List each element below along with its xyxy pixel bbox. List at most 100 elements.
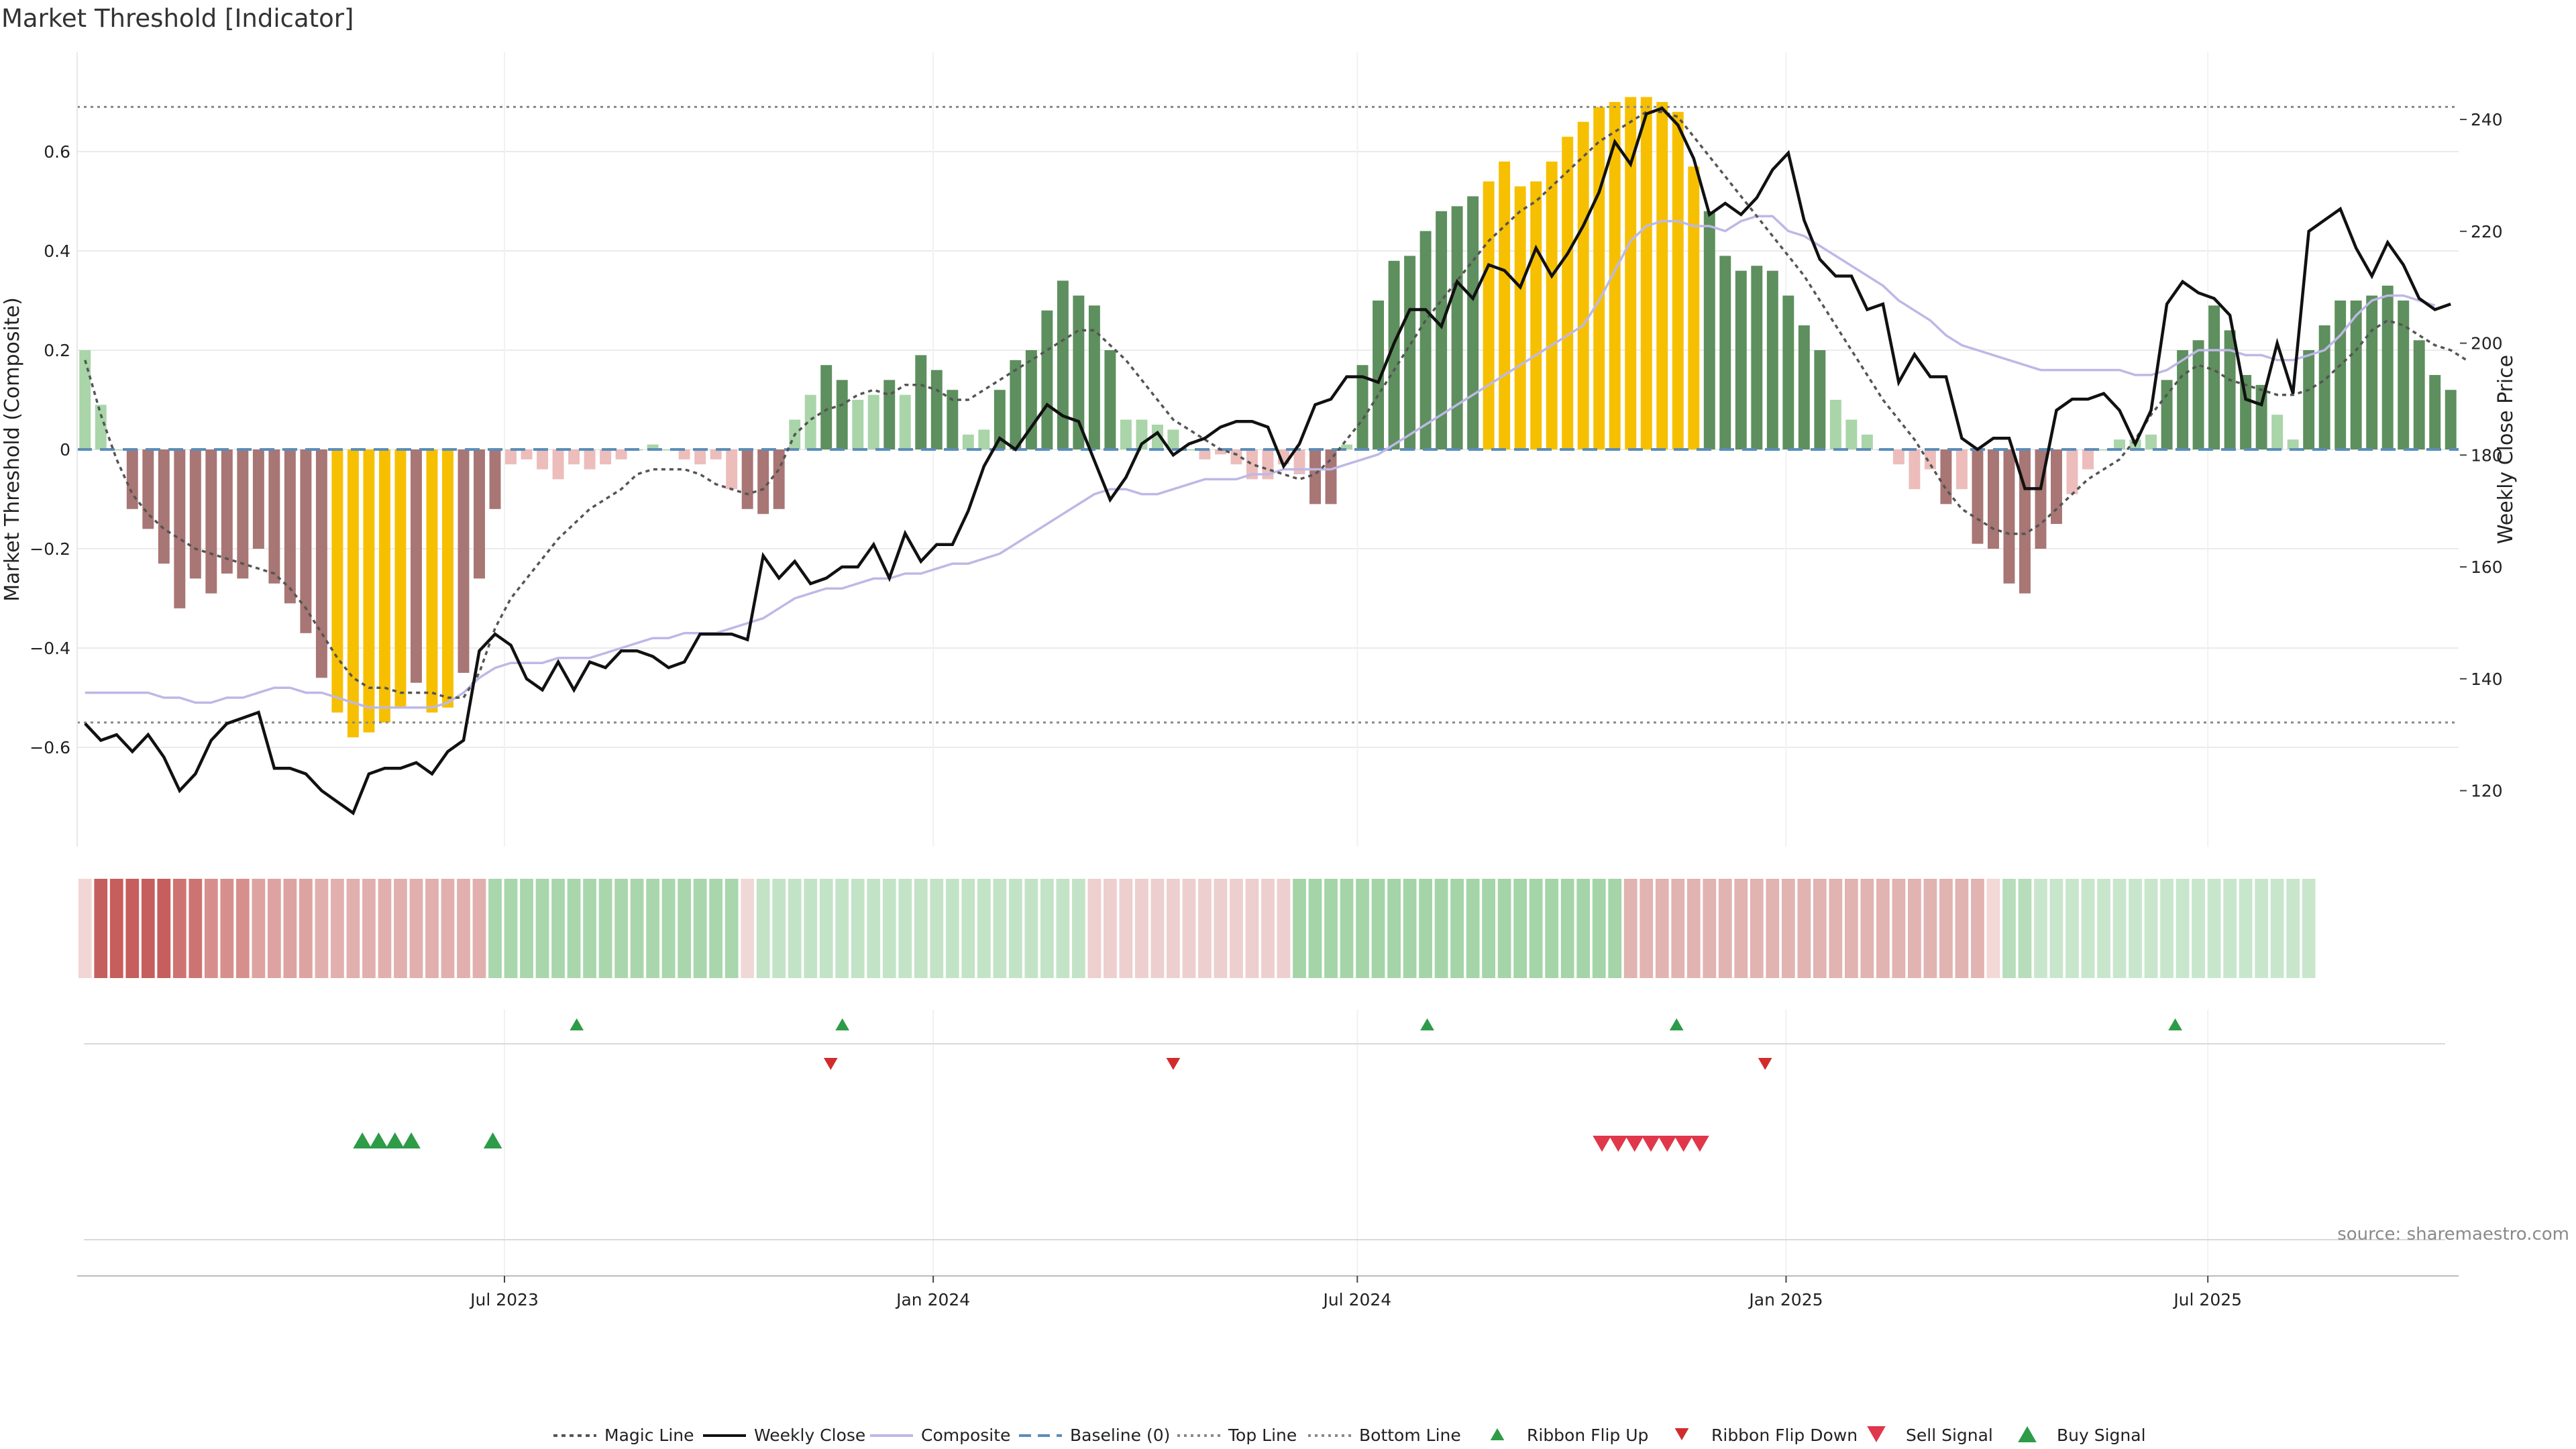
ribbon-cell: [1955, 879, 1969, 978]
composite-bar: [1356, 365, 1368, 449]
composite-bar: [2271, 415, 2284, 449]
ribbon-cell: [2034, 879, 2047, 978]
y2-tick-label: 180: [2471, 445, 2503, 465]
ribbon-cell: [2207, 879, 2221, 978]
ribbon-strip: [78, 879, 2316, 978]
ribbon-cell: [614, 879, 628, 978]
ribbon-cell: [1640, 879, 1654, 978]
composite-bar: [2003, 449, 2015, 584]
composite-bar: [1041, 310, 1053, 449]
ribbon-cell: [1087, 879, 1102, 978]
composite-bar: [1215, 449, 1226, 455]
composite-bar: [2114, 439, 2125, 449]
y2-tick-label: 220: [2471, 222, 2503, 241]
ribbon-cell: [1198, 879, 1212, 978]
ribbon-cell: [945, 879, 959, 978]
ribbon-cell: [1261, 879, 1275, 978]
composite-bar: [1373, 301, 1385, 449]
ribbon-cell: [189, 879, 203, 978]
ribbon-cell: [2255, 879, 2268, 978]
composite-bar: [1577, 121, 1589, 449]
ribbon-cell: [283, 879, 297, 978]
ribbon-cell: [2129, 879, 2142, 978]
composite-bar: [378, 449, 390, 722]
y2-tick-label: 140: [2471, 669, 2503, 689]
ribbon-cell: [315, 879, 329, 978]
y-tick-label: −0.6: [30, 738, 70, 757]
ribbon-flip-down-marker: [823, 1058, 838, 1070]
composite-bar: [489, 449, 501, 509]
composite-bar: [1120, 419, 1132, 449]
composite-bar: [268, 449, 280, 584]
ribbon-cell: [157, 879, 171, 978]
ribbon-cell: [2270, 879, 2284, 978]
composite-bar: [284, 449, 296, 604]
y-tick-label: 0.6: [44, 142, 70, 162]
ribbon-cell: [914, 879, 928, 978]
ribbon-cell: [1750, 879, 1764, 978]
composite-bar: [1419, 231, 1432, 449]
ribbon-cell: [567, 879, 581, 978]
ribbon-cell: [1119, 879, 1133, 978]
ribbon-cell: [1923, 879, 1937, 978]
composite-bar: [1183, 449, 1195, 451]
legend-label: Baseline (0): [1070, 1426, 1170, 1445]
composite-bar: [678, 449, 690, 460]
sell-signal-marker: [1658, 1136, 1677, 1152]
composite-bar: [174, 449, 186, 608]
ribbon-cell: [2286, 879, 2300, 978]
ribbon-flip-up-marker: [835, 1018, 850, 1030]
y-tick-label: 0.2: [44, 341, 70, 360]
composite-line: [85, 215, 2436, 709]
composite-bar: [2145, 434, 2157, 449]
ribbon-cell: [2302, 879, 2316, 978]
composite-bar: [1293, 449, 1305, 474]
composite-bar: [331, 449, 343, 713]
ribbon-cell: [457, 879, 470, 978]
composite-bar: [521, 449, 533, 460]
legend-label: Composite: [921, 1426, 1010, 1445]
ribbon-cell: [1686, 879, 1701, 978]
composite-bar: [615, 449, 627, 460]
ribbon-cell: [1167, 879, 1180, 978]
composite-bar: [899, 394, 911, 449]
ribbon-cell: [646, 879, 659, 978]
composite-bars: [79, 97, 2457, 738]
ribbon-cell: [851, 879, 865, 978]
composite-bar: [1341, 444, 1353, 449]
ribbon-cell: [1293, 879, 1306, 978]
ribbon-cell: [1072, 879, 1085, 978]
composite-bar: [2350, 301, 2362, 449]
composite-bar: [962, 434, 974, 449]
composite-bar: [1057, 280, 1069, 449]
ribbon-cell: [1434, 879, 1448, 978]
ribbon-cell: [1860, 879, 1874, 978]
composite-bar: [1814, 350, 1826, 449]
ribbon-flip-up-marker: [1669, 1018, 1684, 1030]
legend-label: Ribbon Flip Up: [1527, 1426, 1648, 1445]
composite-bar: [111, 449, 123, 451]
x-tick-label: Jan 2025: [1748, 1290, 1823, 1309]
ribbon-cell: [331, 879, 344, 978]
composite-bar: [1625, 97, 1637, 450]
ribbon-cell: [2002, 879, 2016, 978]
ribbon-cell: [1813, 879, 1827, 978]
composite-bar: [2445, 390, 2457, 449]
composite-bar: [978, 429, 990, 449]
legend-swatch: [1674, 1428, 1689, 1440]
ribbon-cell: [1671, 879, 1685, 978]
sell-signal-marker: [1609, 1136, 1628, 1152]
composite-bar: [1262, 449, 1274, 480]
composite-bar: [1609, 102, 1621, 449]
x-tick-label: Jul 2024: [1322, 1290, 1391, 1309]
ribbon-cell: [252, 879, 266, 978]
composite-bar: [2334, 301, 2347, 449]
composite-bar: [2240, 375, 2252, 449]
composite-bar: [1672, 111, 1684, 450]
ribbon-cell: [1718, 879, 1732, 978]
composite-bar: [867, 394, 879, 449]
buy-signal-marker: [353, 1132, 372, 1148]
ribbon-cell: [835, 879, 849, 978]
ribbon-cell: [693, 879, 707, 978]
